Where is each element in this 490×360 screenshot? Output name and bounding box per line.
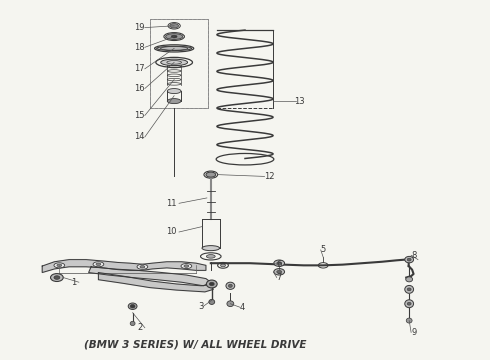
Ellipse shape bbox=[206, 280, 217, 288]
Ellipse shape bbox=[406, 318, 412, 323]
Text: 10: 10 bbox=[166, 228, 176, 237]
Polygon shape bbox=[42, 260, 206, 273]
Text: 8: 8 bbox=[411, 251, 416, 260]
Ellipse shape bbox=[228, 284, 232, 287]
Bar bbox=[150, 19, 208, 108]
Ellipse shape bbox=[157, 46, 192, 50]
Text: 13: 13 bbox=[294, 96, 304, 105]
Ellipse shape bbox=[54, 276, 60, 279]
Text: 14: 14 bbox=[134, 132, 145, 141]
Ellipse shape bbox=[96, 263, 101, 266]
Text: 3: 3 bbox=[198, 302, 203, 311]
Ellipse shape bbox=[181, 264, 192, 269]
Ellipse shape bbox=[54, 263, 65, 268]
Ellipse shape bbox=[277, 270, 282, 273]
Ellipse shape bbox=[274, 260, 285, 266]
Text: 15: 15 bbox=[134, 111, 145, 120]
Text: 17: 17 bbox=[134, 64, 145, 73]
Ellipse shape bbox=[206, 172, 216, 177]
Ellipse shape bbox=[184, 265, 189, 267]
Text: 19: 19 bbox=[134, 23, 145, 32]
Ellipse shape bbox=[209, 300, 215, 305]
Ellipse shape bbox=[140, 266, 145, 268]
Ellipse shape bbox=[220, 264, 225, 267]
Ellipse shape bbox=[274, 269, 285, 275]
Ellipse shape bbox=[206, 255, 215, 258]
Text: 5: 5 bbox=[321, 246, 326, 255]
Ellipse shape bbox=[226, 282, 235, 289]
Ellipse shape bbox=[227, 301, 234, 307]
Ellipse shape bbox=[407, 258, 411, 261]
Ellipse shape bbox=[130, 321, 135, 325]
Text: 18: 18 bbox=[134, 43, 145, 52]
Ellipse shape bbox=[171, 35, 177, 38]
Text: 16: 16 bbox=[134, 84, 145, 93]
Ellipse shape bbox=[93, 262, 104, 267]
Text: 9: 9 bbox=[411, 328, 416, 337]
Ellipse shape bbox=[405, 300, 414, 308]
Text: 7: 7 bbox=[277, 273, 282, 282]
Ellipse shape bbox=[167, 89, 181, 94]
Ellipse shape bbox=[167, 99, 181, 104]
Text: 11: 11 bbox=[166, 199, 176, 208]
Text: 1: 1 bbox=[71, 278, 76, 287]
Ellipse shape bbox=[170, 24, 178, 28]
Text: 12: 12 bbox=[265, 172, 275, 181]
Polygon shape bbox=[98, 273, 213, 292]
Ellipse shape bbox=[130, 305, 135, 308]
Ellipse shape bbox=[405, 256, 414, 263]
Polygon shape bbox=[89, 267, 211, 286]
Ellipse shape bbox=[406, 277, 413, 282]
Text: (BMW 3 SERIES) W/ ALL WHEEL DRIVE: (BMW 3 SERIES) W/ ALL WHEEL DRIVE bbox=[84, 339, 306, 349]
Ellipse shape bbox=[407, 288, 411, 291]
Ellipse shape bbox=[137, 264, 148, 269]
Bar bbox=[150, 19, 208, 108]
Text: 2: 2 bbox=[137, 323, 143, 332]
Ellipse shape bbox=[161, 59, 188, 66]
Ellipse shape bbox=[277, 262, 282, 265]
Ellipse shape bbox=[50, 274, 63, 282]
Text: 6: 6 bbox=[277, 260, 282, 269]
Ellipse shape bbox=[166, 34, 183, 40]
Ellipse shape bbox=[128, 303, 137, 310]
Ellipse shape bbox=[405, 285, 414, 293]
Ellipse shape bbox=[407, 302, 411, 305]
Ellipse shape bbox=[209, 282, 214, 286]
Ellipse shape bbox=[202, 246, 220, 251]
Ellipse shape bbox=[57, 264, 62, 267]
Text: 4: 4 bbox=[240, 303, 245, 312]
